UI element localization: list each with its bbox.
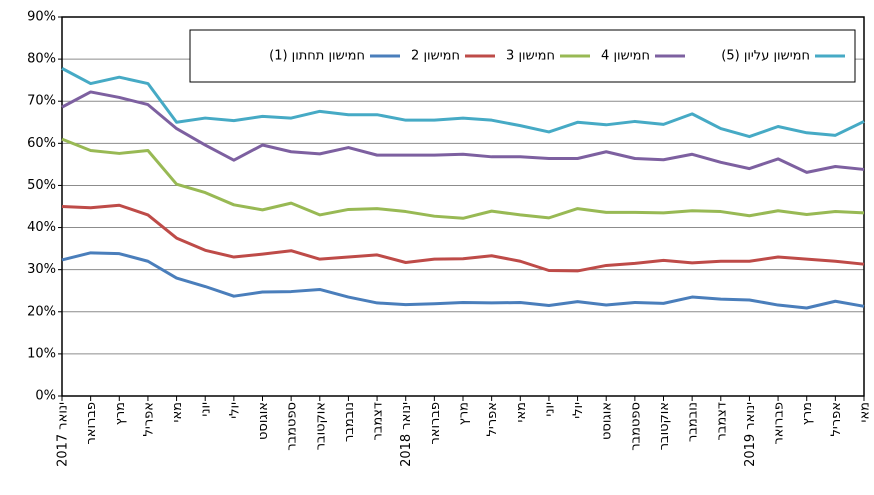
x-tick-label: אפריל (485, 402, 500, 436)
y-tick-label: 20% (27, 304, 56, 319)
x-tick-label: אפריל (141, 402, 156, 436)
x-tick-label: אוקטובר (313, 402, 328, 450)
x-tick-label: דצמבר (371, 402, 386, 441)
x-tick-label: ינואר 2018 (399, 402, 414, 467)
x-tick-label: יוני (542, 402, 557, 417)
x-tick-label: ינואר 2019 (743, 402, 758, 467)
x-tick-label: פברואר (428, 402, 443, 445)
legend-label: חמישון עליון (5) (721, 49, 810, 64)
y-tick-label: 90% (27, 10, 56, 25)
y-tick-label: 70% (27, 94, 56, 109)
y-tick-label: 30% (27, 262, 56, 277)
x-tick-label: דצמבר (714, 402, 729, 441)
series-line (61, 90, 865, 174)
series-line (61, 67, 865, 139)
x-tick-label: ינואר 2017 (56, 402, 71, 467)
legend-label: חמישון 2 (411, 49, 460, 64)
legend-label: חמישון 4 (601, 49, 650, 64)
x-tick-label: יולי (571, 402, 586, 419)
x-tick-label: נובמבר (686, 402, 701, 442)
y-tick-label: 80% (27, 52, 56, 67)
x-tick-label: אוקטובר (657, 402, 672, 450)
x-tick-label: מאי (858, 402, 873, 422)
y-tick-label: 50% (27, 178, 56, 193)
x-tick-label: יולי (227, 402, 242, 419)
x-tick-label: מרץ (800, 402, 815, 425)
x-tick-label: אפריל (829, 402, 844, 436)
y-tick-label: 60% (27, 136, 56, 151)
y-tick-label: 10% (27, 346, 56, 361)
series-line (61, 137, 865, 220)
y-tick-label: 40% (27, 220, 56, 235)
x-tick-label: נובמבר (342, 402, 357, 442)
legend-label: חמישון 3 (506, 49, 555, 64)
x-tick-label: אוגוסט (600, 402, 615, 440)
x-tick-label: מאי (170, 402, 185, 422)
x-tick-label: אוגוסט (256, 402, 271, 440)
series-line (61, 251, 865, 310)
x-tick-label: יוני (199, 402, 214, 417)
x-tick-label: מרץ (113, 402, 128, 425)
series-line (61, 203, 865, 273)
x-tick-label: ספטמבר (628, 402, 643, 451)
x-tick-label: פברואר (84, 402, 99, 445)
x-tick-label: פברואר (772, 402, 787, 445)
x-tick-label: מאי (514, 402, 529, 422)
legend-label: חמישון תחתון (1) (269, 49, 365, 64)
legend-box (189, 29, 856, 83)
x-tick-label: מרץ (457, 402, 472, 425)
x-tick-label: ספטמבר (285, 402, 300, 451)
y-tick-label: 0% (35, 389, 56, 404)
